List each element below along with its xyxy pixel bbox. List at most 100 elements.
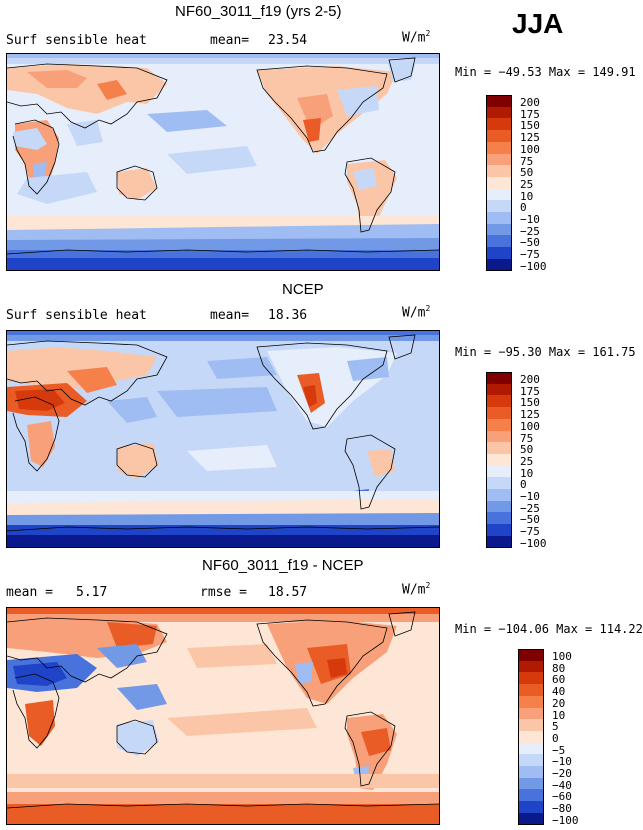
colorbar-tick-label: 80 bbox=[552, 661, 566, 675]
rmse-value-diff: 18.57 bbox=[268, 585, 308, 600]
colorbar-tick-label: −60 bbox=[552, 790, 572, 804]
field-region bbox=[15, 389, 65, 411]
colorbar-tick-label: −80 bbox=[552, 802, 572, 816]
field-region bbox=[7, 499, 439, 517]
field-region bbox=[295, 662, 313, 684]
field-region bbox=[353, 168, 377, 190]
map-obs-svg bbox=[7, 331, 439, 547]
rmse-label-diff: rmse = bbox=[200, 585, 247, 600]
mean-value-obs: 18.36 bbox=[268, 308, 308, 323]
field-region bbox=[7, 258, 439, 270]
coastlines bbox=[7, 334, 439, 532]
colorbar-tick-label: 0 bbox=[520, 201, 527, 215]
field-region bbox=[13, 662, 67, 686]
panel-title-obs: NCEP bbox=[282, 281, 324, 298]
mean-value-model: 23.54 bbox=[268, 33, 308, 48]
map-model-svg bbox=[7, 54, 439, 270]
colorbar-tick-label: 50 bbox=[520, 443, 534, 457]
map-model bbox=[6, 53, 440, 271]
map-diff bbox=[6, 607, 440, 825]
colorbar-tick-label: 50 bbox=[520, 166, 534, 180]
field-region bbox=[17, 172, 97, 204]
field-region bbox=[327, 658, 347, 678]
colorbar-tick-label: −10 bbox=[520, 490, 540, 503]
minmax-label-diff: Min = −104.06 Max = 114.22 bbox=[455, 622, 643, 636]
variable-label-obs: Surf sensible heat bbox=[6, 308, 147, 323]
field-region bbox=[187, 644, 277, 668]
field-region bbox=[27, 70, 87, 88]
colorbar-tick-label: 10 bbox=[552, 708, 566, 722]
field-region bbox=[7, 54, 439, 64]
units-label-model: W/m2 bbox=[402, 29, 431, 46]
field-region bbox=[7, 774, 439, 788]
field-region bbox=[147, 110, 227, 132]
field-region bbox=[7, 608, 439, 614]
colorbar-tick-label: −5 bbox=[552, 743, 566, 757]
field-region bbox=[187, 445, 277, 471]
field-region bbox=[107, 622, 157, 648]
map-diff-svg bbox=[7, 608, 439, 824]
panel-title-model: NF60_3011_f19 (yrs 2-5) bbox=[175, 3, 342, 20]
colorbar-tick-label: 10 bbox=[520, 189, 534, 203]
minmax-label-model: Min = −49.53 Max = 149.91 bbox=[455, 65, 636, 79]
field-region bbox=[117, 684, 167, 710]
colorbar-tick-label: 175 bbox=[520, 107, 540, 121]
season-label: JJA bbox=[512, 8, 564, 39]
colorbar-tick-label: 75 bbox=[520, 431, 534, 445]
colorbar-frame bbox=[518, 649, 544, 825]
units-label-diff: W/m2 bbox=[402, 581, 431, 598]
colorbar-tick-label: 125 bbox=[520, 131, 540, 145]
colorbar-tick-label: 25 bbox=[520, 177, 534, 191]
colorbar-tick-label: 100 bbox=[520, 419, 540, 433]
colorbar-tick-label: −40 bbox=[552, 778, 572, 792]
colorbar-tick-label: −50 bbox=[520, 236, 540, 250]
panel-title-diff: NF60_3011_f19 - NCEP bbox=[202, 557, 364, 574]
field-region bbox=[97, 644, 147, 668]
colorbar-tick-label: −75 bbox=[520, 248, 540, 262]
colorbar-tick-label: 0 bbox=[552, 731, 559, 745]
field-region bbox=[13, 128, 47, 150]
colorbar-tick-label: 20 bbox=[552, 696, 566, 710]
colorbar-frame bbox=[486, 372, 512, 548]
colorbar-tick-label: −100 bbox=[520, 536, 547, 550]
field-region bbox=[387, 58, 417, 82]
field-region bbox=[7, 54, 439, 58]
field-region bbox=[303, 118, 321, 142]
mean-label-model: mean= bbox=[210, 33, 250, 48]
field-region bbox=[167, 146, 257, 174]
colorbar-tick-label: −10 bbox=[520, 213, 540, 226]
field-region bbox=[347, 357, 389, 381]
field-region bbox=[7, 513, 439, 527]
colorbar-tick-label: −25 bbox=[520, 224, 540, 238]
colorbar-tick-label: 175 bbox=[520, 384, 540, 398]
field-region bbox=[107, 397, 157, 423]
field-region bbox=[97, 80, 127, 100]
field-region bbox=[67, 120, 103, 146]
colorbar-tick-label: 100 bbox=[552, 650, 572, 663]
colorbar-tick-label: 40 bbox=[552, 685, 566, 699]
mean-value-diff: 5.17 bbox=[76, 585, 108, 600]
field-region bbox=[337, 86, 379, 116]
field-region bbox=[117, 168, 157, 200]
coastlines bbox=[7, 57, 439, 255]
colorbar-tick-label: −50 bbox=[520, 513, 540, 527]
field-region bbox=[7, 535, 439, 547]
colorbar-tick-label: −10 bbox=[552, 755, 572, 769]
colorbar-tick-label: −75 bbox=[520, 525, 540, 539]
field-region bbox=[117, 443, 159, 479]
colorbar-tick-label: 0 bbox=[520, 478, 527, 492]
colorbar-frame bbox=[486, 95, 512, 271]
colorbar-tick-label: 100 bbox=[520, 142, 540, 156]
field-region bbox=[167, 708, 317, 736]
colorbar-tick-label: 150 bbox=[520, 396, 540, 410]
mean-label-obs: mean= bbox=[210, 308, 250, 323]
field-region bbox=[7, 331, 439, 335]
colorbar-tick-label: 75 bbox=[520, 154, 534, 168]
colorbar-tick-label: 60 bbox=[552, 673, 566, 687]
field-region bbox=[7, 238, 439, 252]
field-region bbox=[297, 94, 333, 130]
mean-label-diff: mean = bbox=[6, 585, 53, 600]
field-region bbox=[7, 331, 439, 341]
field-region bbox=[7, 804, 439, 824]
colorbar-tick-label: 150 bbox=[520, 119, 540, 133]
